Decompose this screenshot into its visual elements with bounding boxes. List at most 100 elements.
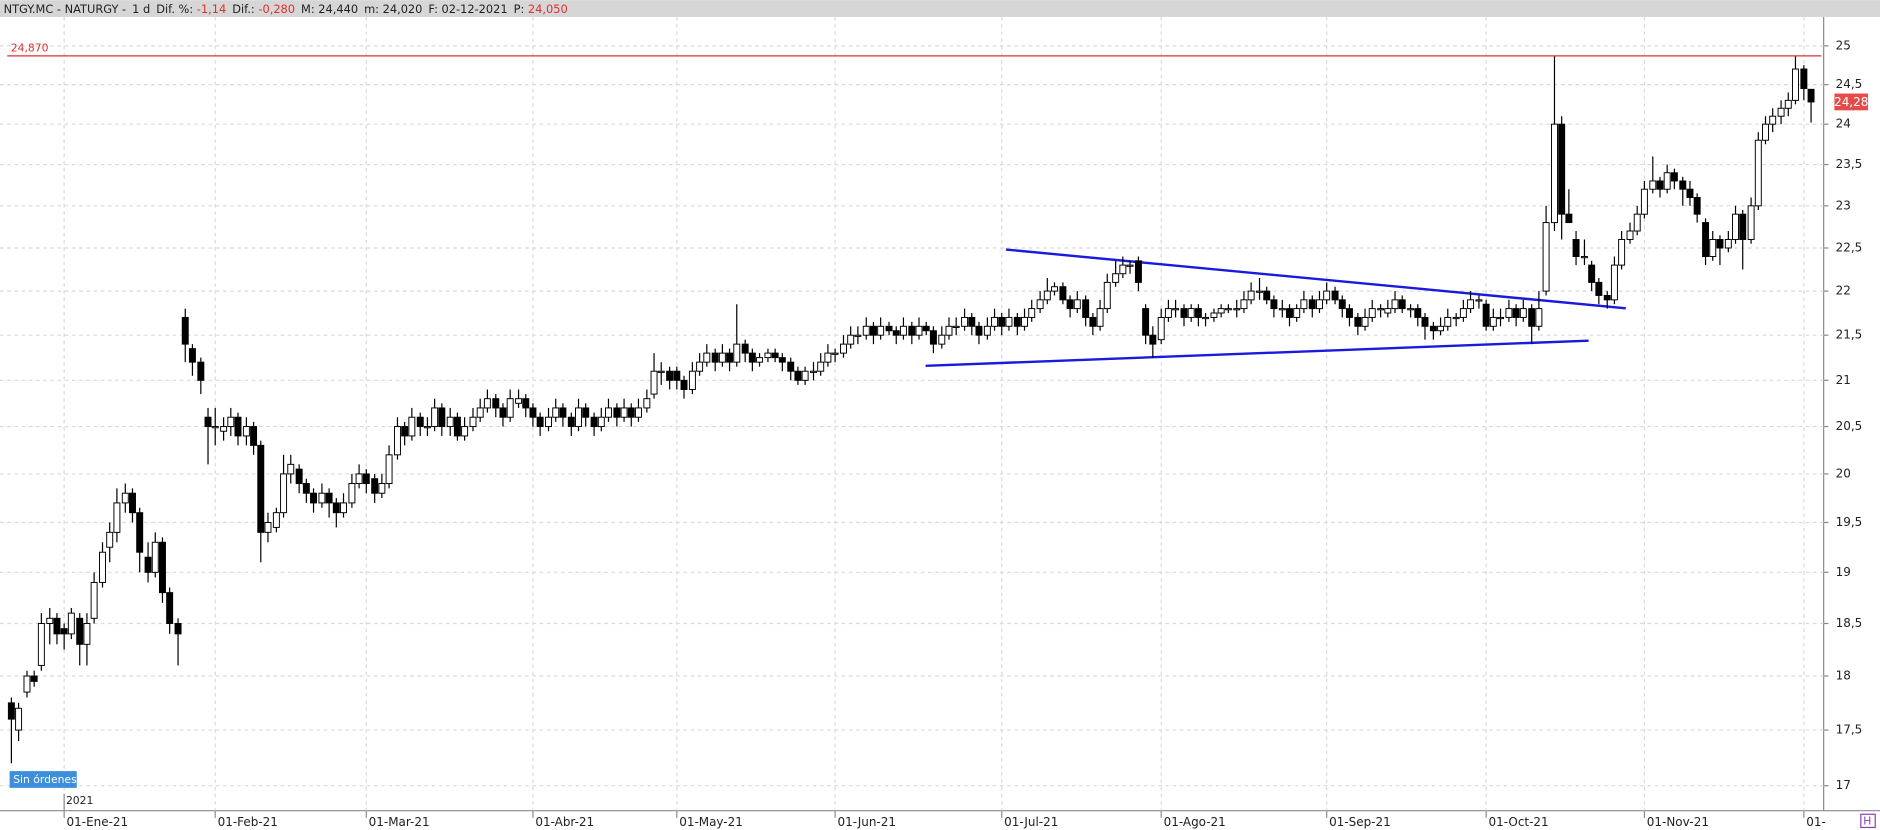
x-tick-label: 01-Jul-21 bbox=[1004, 815, 1058, 829]
candle-body bbox=[1187, 308, 1195, 318]
candle-body bbox=[197, 361, 205, 381]
candle-body bbox=[869, 325, 877, 336]
candle-body bbox=[597, 416, 605, 428]
candle-body bbox=[1202, 316, 1210, 320]
candle-body bbox=[824, 352, 832, 363]
candle-body bbox=[1732, 213, 1739, 240]
candle-body bbox=[620, 407, 628, 418]
candle-body bbox=[711, 352, 719, 363]
y-tick-label: 20 bbox=[1836, 466, 1851, 480]
candle-body bbox=[144, 556, 152, 573]
candle-body bbox=[371, 478, 379, 494]
candle-body bbox=[492, 398, 500, 409]
candle-body bbox=[1028, 308, 1036, 318]
candle-body bbox=[53, 617, 61, 635]
overlays: 24,870 24,28 bbox=[7, 42, 1868, 111]
candle-body bbox=[1036, 299, 1044, 310]
candle-body bbox=[1142, 308, 1150, 336]
corner-icon[interactable] bbox=[1860, 813, 1876, 829]
candle-body bbox=[1497, 316, 1504, 320]
candle-body bbox=[348, 483, 356, 504]
header-field-label: P: bbox=[514, 2, 525, 16]
candle-body bbox=[453, 416, 461, 437]
last-price-label: 24,28 bbox=[1834, 95, 1868, 109]
candle-body bbox=[1005, 316, 1013, 327]
candle-body bbox=[778, 357, 786, 363]
x-tick-label: 01-Nov-21 bbox=[1647, 815, 1709, 829]
header-bar bbox=[0, 0, 1880, 17]
header-symbol: NTGY.MC - NATURGY - bbox=[4, 2, 127, 16]
last-price-badge bbox=[1834, 93, 1869, 111]
reference-line-label: 24,870 bbox=[11, 42, 49, 55]
header-field-label: Dif.: bbox=[232, 2, 255, 16]
candle-body bbox=[673, 370, 681, 381]
candle-body bbox=[325, 492, 333, 504]
candle-body bbox=[854, 334, 862, 337]
y-tick-label: 18 bbox=[1836, 669, 1851, 683]
candle-body bbox=[1739, 213, 1747, 240]
y-tick-label: 22 bbox=[1836, 284, 1851, 298]
candle-body bbox=[1391, 299, 1399, 310]
trend-line-upper bbox=[1005, 248, 1626, 310]
candle-body bbox=[483, 398, 491, 409]
candle-body bbox=[1377, 308, 1385, 311]
candle-body bbox=[559, 407, 567, 418]
candle-body bbox=[1112, 273, 1120, 283]
candle-body bbox=[1769, 115, 1777, 125]
status-text: Sin órdenes bbox=[13, 773, 77, 786]
candle-body bbox=[1512, 308, 1520, 318]
candle-body bbox=[771, 352, 779, 359]
candle-body bbox=[1807, 88, 1815, 103]
candle-body bbox=[476, 407, 484, 418]
candle-body bbox=[1452, 316, 1460, 320]
candle-body bbox=[1270, 299, 1278, 310]
header-field-label: M: bbox=[301, 2, 315, 16]
candle-body bbox=[1300, 299, 1308, 310]
header-text: NTGY.MC - NATURGY - 1 d Dif. %: -1,14 Dif.: -… bbox=[4, 2, 568, 16]
candle-body bbox=[1551, 123, 1558, 224]
candle-body bbox=[1482, 303, 1490, 327]
candle-body bbox=[1180, 308, 1188, 318]
header-field-label: m: bbox=[364, 2, 379, 16]
header-field-value: -0,280 bbox=[258, 2, 295, 16]
candle-body bbox=[318, 492, 326, 504]
x-tick-label: 01-Sep-21 bbox=[1329, 815, 1391, 829]
candle-body bbox=[46, 617, 54, 624]
candle-body bbox=[1051, 286, 1058, 292]
candle-body bbox=[840, 343, 847, 354]
candle-body bbox=[113, 502, 121, 533]
candle-body bbox=[151, 541, 159, 573]
candle-body bbox=[666, 370, 674, 381]
candle-body bbox=[1656, 180, 1664, 190]
candle-body bbox=[1558, 123, 1566, 215]
candle-body bbox=[1437, 325, 1445, 332]
candle-body bbox=[1754, 139, 1762, 207]
candle-body bbox=[76, 617, 84, 645]
candle-body bbox=[1475, 299, 1483, 302]
candle-body bbox=[1580, 256, 1588, 259]
candle-body bbox=[1286, 308, 1293, 318]
candle-body bbox=[280, 473, 288, 514]
candle-body bbox=[991, 316, 999, 327]
header-field-label: F: bbox=[428, 2, 438, 16]
grid bbox=[0, 16, 1829, 818]
candles bbox=[7, 55, 1815, 764]
status-badge[interactable] bbox=[9, 771, 77, 788]
candle-body bbox=[688, 370, 696, 390]
candle-body bbox=[1278, 308, 1286, 311]
candle-body bbox=[83, 622, 91, 645]
candle-body bbox=[438, 407, 446, 428]
trend-line-lower bbox=[925, 339, 1589, 368]
candle-body bbox=[1308, 299, 1316, 310]
candle-body bbox=[627, 407, 635, 418]
candle-body bbox=[1670, 172, 1678, 182]
candle-body bbox=[1791, 68, 1799, 101]
candle-body bbox=[1157, 316, 1165, 341]
candle-body bbox=[1103, 281, 1111, 310]
y-tick-label: 19 bbox=[1836, 565, 1851, 579]
x-tick-label: 01-Ene-21 bbox=[67, 815, 129, 829]
candle-body bbox=[1633, 213, 1641, 232]
candle-body bbox=[696, 361, 704, 372]
candle-body bbox=[733, 343, 741, 363]
